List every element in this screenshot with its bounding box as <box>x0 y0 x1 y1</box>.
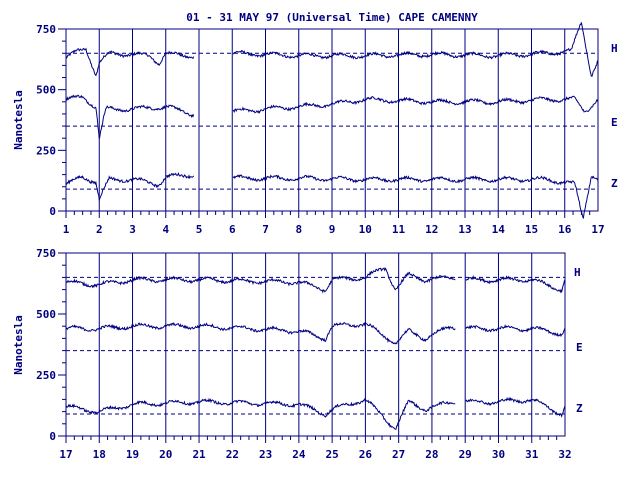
y-tick-label: 750 <box>36 23 56 36</box>
x-tick-label: 13 <box>458 223 471 236</box>
x-tick-label: 18 <box>93 448 106 461</box>
x-tick-label: 4 <box>162 223 169 236</box>
series-line-h <box>65 267 566 294</box>
x-tick-label: 16 <box>558 223 572 236</box>
plot-frame <box>65 252 566 437</box>
x-tick-label: 7 <box>262 223 269 236</box>
x-tick-label: 26 <box>359 448 373 461</box>
x-tick-label: 12 <box>425 223 438 236</box>
series-line-e <box>65 321 566 345</box>
y-tick-label: 250 <box>36 369 56 382</box>
series-label-z: Z <box>576 402 583 415</box>
x-tick-label: 3 <box>129 223 136 236</box>
x-tick-label: 19 <box>126 448 139 461</box>
x-tick-label: 27 <box>392 448 405 461</box>
x-tick-label: 11 <box>392 223 406 236</box>
x-tick-label: 6 <box>229 223 236 236</box>
x-tick-label: 14 <box>492 223 506 236</box>
x-tick-label: 17 <box>591 223 604 236</box>
x-tick-label: 24 <box>292 448 306 461</box>
y-tick-label: 0 <box>49 430 56 443</box>
y-tick-label: 500 <box>36 84 56 97</box>
series-label-e: E <box>576 341 583 354</box>
x-tick-label: 23 <box>259 448 272 461</box>
x-tick-label: 29 <box>459 448 472 461</box>
y-axis-label: Nanotesla <box>12 90 25 150</box>
y-tick-label: 0 <box>49 205 56 218</box>
x-tick-label: 32 <box>558 448 571 461</box>
y-tick-label: 750 <box>36 247 56 260</box>
x-tick-label: 5 <box>196 223 203 236</box>
x-tick-label: 1 <box>63 223 70 236</box>
y-tick-label: 250 <box>36 144 56 157</box>
series-label-e: E <box>611 116 618 129</box>
series-label-z: Z <box>611 177 618 190</box>
series-label-h: H <box>574 266 581 279</box>
series-line-z <box>65 396 566 430</box>
x-tick-label: 22 <box>226 448 239 461</box>
x-tick-label: 2 <box>96 223 103 236</box>
x-tick-label: 9 <box>329 223 336 236</box>
series-line-e <box>65 94 599 139</box>
x-tick-label: 15 <box>525 223 538 236</box>
x-tick-label: 28 <box>425 448 438 461</box>
x-tick-label: 10 <box>359 223 372 236</box>
series-line-h <box>65 22 599 77</box>
x-tick-label: 31 <box>525 448 539 461</box>
series-line-z <box>66 172 599 219</box>
series-label-h: H <box>611 42 618 55</box>
y-tick-label: 500 <box>36 308 56 321</box>
x-tick-label: 25 <box>326 448 339 461</box>
x-tick-label: 20 <box>159 448 172 461</box>
x-tick-label: 21 <box>192 448 206 461</box>
x-tick-label: 17 <box>59 448 72 461</box>
y-axis-label: Nanotesla <box>12 315 25 375</box>
chart-title: 01 - 31 MAY 97 (Universal Time) CAPE CAM… <box>186 11 478 24</box>
x-tick-label: 30 <box>492 448 505 461</box>
x-tick-label: 8 <box>295 223 302 236</box>
